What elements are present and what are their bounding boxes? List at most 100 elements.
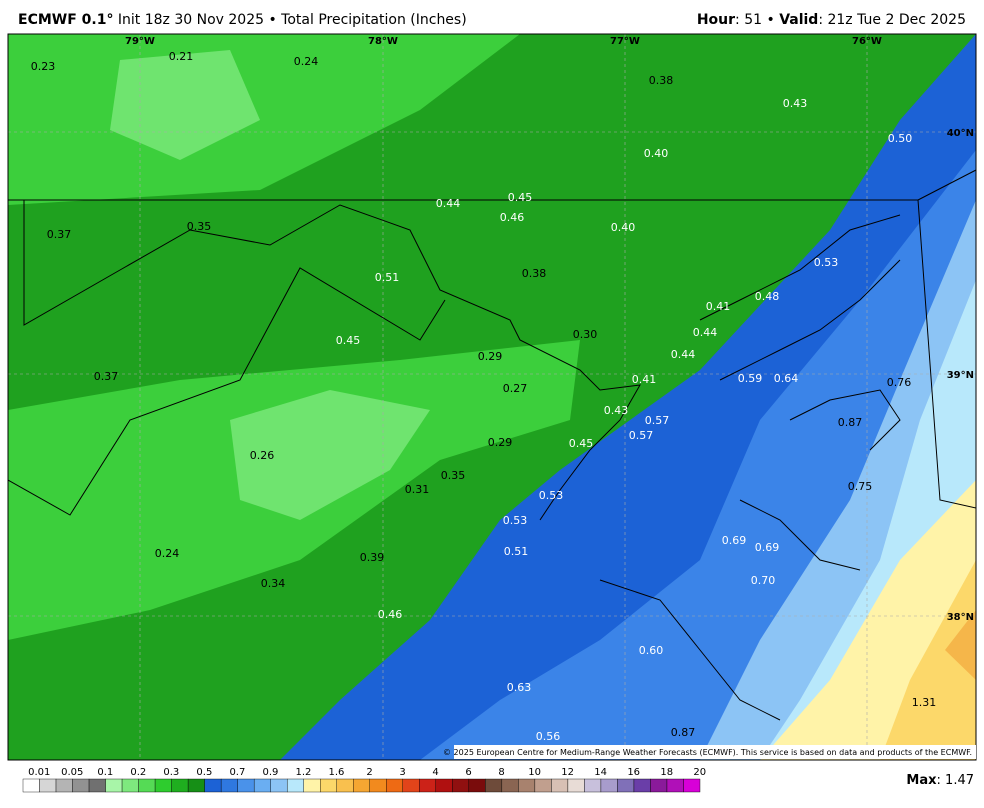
colorbar-swatch: [22, 778, 40, 793]
header-left: ECMWF 0.1° Init 18z 30 Nov 2025 • Total …: [18, 12, 467, 28]
precip-value: 0.24: [294, 55, 319, 68]
precip-value: 0.29: [478, 350, 503, 363]
lon-label: 79°W: [125, 36, 155, 47]
colorbar-swatch: [551, 778, 569, 793]
lon-label: 76°W: [852, 36, 882, 47]
valid-key: Valid: [779, 12, 819, 28]
colorbar-swatch: [617, 778, 635, 793]
colorbar-swatch: [501, 778, 519, 793]
colorbar-label: 3: [399, 767, 405, 778]
lat-label: 40°N: [947, 128, 974, 139]
colorbar-swatch: [72, 778, 90, 793]
colorbar-swatch: [253, 778, 271, 793]
precip-value: 0.45: [569, 437, 594, 450]
colorbar-swatch: [154, 778, 172, 793]
precip-value: 0.69: [722, 534, 747, 547]
colorbar-label: 1.6: [329, 767, 345, 778]
precip-value: 0.57: [645, 414, 670, 427]
colorbar-swatch: [386, 778, 403, 793]
precip-value: 0.27: [503, 382, 528, 395]
precip-value: 0.46: [378, 608, 403, 621]
header-right: Hour: 51 • Valid: 21z Tue 2 Dec 2025: [697, 12, 966, 28]
precip-value: 0.34: [261, 577, 286, 590]
colorbar-swatch: [88, 778, 106, 793]
colorbar-swatch: [683, 778, 701, 793]
colorbar-swatch: [55, 778, 73, 793]
precip-value: 0.45: [336, 334, 361, 347]
colorbar-label: 0.9: [262, 767, 278, 778]
colorbar-label: 4: [432, 767, 438, 778]
colorbar-swatch: [650, 778, 668, 793]
colorbar-label: 1.2: [295, 767, 311, 778]
precip-value: 0.70: [751, 574, 776, 587]
precip-value: 0.48: [755, 290, 780, 303]
precip-value: 0.44: [671, 348, 696, 361]
colorbar-label: 18: [660, 767, 673, 778]
colorbar-swatch: [39, 778, 57, 793]
colorbar-swatch: [336, 778, 354, 793]
precip-value: 0.38: [522, 267, 547, 280]
colorbar-swatch: [468, 778, 486, 793]
lon-label: 77°W: [610, 36, 640, 47]
precip-value: 0.53: [503, 514, 528, 527]
colorbar-swatch: [303, 778, 321, 793]
max-value: : 1.47: [937, 773, 974, 788]
precip-value: 0.39: [360, 551, 385, 564]
colorbar-label: 6: [465, 767, 471, 778]
precip-value: 0.50: [888, 132, 913, 145]
precip-value: 0.76: [887, 376, 912, 389]
colorbar-label: 0.3: [163, 767, 179, 778]
precip-value: 0.43: [604, 404, 629, 417]
colorbar-swatch: [419, 778, 437, 793]
precip-value: 0.87: [671, 726, 696, 739]
colorbar-swatch: [633, 778, 651, 793]
precip-value: 0.40: [644, 147, 669, 160]
precip-value: 0.64: [774, 372, 799, 385]
precip-value: 0.37: [47, 228, 72, 241]
precip-value: 0.59: [738, 372, 763, 385]
precip-value: 1.31: [912, 696, 937, 709]
colorbar-swatch: [105, 778, 123, 793]
precip-value: 0.23: [31, 60, 56, 73]
precip-value: 0.51: [504, 545, 529, 558]
precip-value: 0.38: [649, 74, 674, 87]
precip-value: 0.35: [187, 220, 212, 233]
colorbar-label: 0.01: [28, 767, 50, 778]
colorbar-swatch: [369, 778, 387, 793]
colorbar-swatch: [270, 778, 288, 793]
colorbar-swatch: [187, 778, 205, 793]
precip-value: 0.75: [848, 480, 873, 493]
colorbar-swatch: [452, 778, 470, 793]
colorbar-label: 0.1: [97, 767, 113, 778]
colorbar-label: 8: [498, 767, 504, 778]
hour-value: : 51 •: [735, 12, 780, 28]
colorbar-label: 0.2: [130, 767, 146, 778]
precip-value: 0.53: [539, 489, 564, 502]
precip-value: 0.24: [155, 547, 180, 560]
precip-value: 0.63: [507, 681, 532, 694]
colorbar-swatch: [121, 778, 139, 793]
lon-label: 78°W: [368, 36, 398, 47]
precip-value: 0.69: [755, 541, 780, 554]
colorbar-swatch: [220, 778, 238, 793]
header: ECMWF 0.1° Init 18z 30 Nov 2025 • Total …: [0, 0, 984, 34]
colorbar-label: 12: [561, 767, 574, 778]
precip-field: [8, 34, 976, 760]
precip-value: 0.44: [436, 197, 461, 210]
max-key: Max: [906, 773, 937, 788]
precip-value: 0.26: [250, 449, 275, 462]
colorbar-swatch: [353, 778, 370, 793]
colorbar-label: 16: [627, 767, 640, 778]
lat-label: 39°N: [947, 370, 974, 381]
colorbar-swatch: [485, 778, 503, 793]
colorbar-swatch: [286, 778, 304, 793]
colorbar-swatch: [204, 778, 222, 793]
colorbar-swatch: [584, 778, 602, 793]
precip-value: 0.44: [693, 326, 718, 339]
colorbar-label: 2: [366, 767, 372, 778]
model: ECMWF 0.1°: [18, 12, 114, 28]
colorbar-swatch: [171, 778, 189, 793]
precip-value: 0.37: [94, 370, 119, 383]
